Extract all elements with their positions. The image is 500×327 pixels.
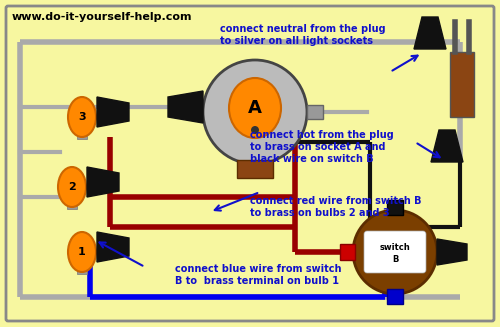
Polygon shape [431, 130, 463, 162]
Bar [67, 199, 77, 209]
Bar [237, 160, 273, 178]
Polygon shape [97, 97, 129, 127]
Polygon shape [97, 232, 129, 262]
Bar [77, 129, 87, 139]
Bar [340, 244, 355, 260]
Polygon shape [414, 17, 446, 49]
Bar [77, 264, 87, 274]
Text: connect hot from the plug
to brass on socket A and
black wire on switch B: connect hot from the plug to brass on so… [250, 130, 394, 164]
Polygon shape [168, 91, 203, 123]
FancyBboxPatch shape [364, 231, 426, 273]
Polygon shape [87, 167, 119, 197]
FancyBboxPatch shape [6, 6, 494, 321]
Ellipse shape [68, 232, 96, 272]
Bar [307, 105, 323, 119]
Bar [387, 200, 403, 215]
Ellipse shape [58, 167, 86, 207]
Text: connect neutral from the plug
to silver on all light sockets: connect neutral from the plug to silver … [220, 24, 386, 46]
Circle shape [203, 60, 307, 164]
Text: B: B [392, 254, 398, 264]
Text: switch: switch [380, 243, 410, 251]
Text: 2: 2 [68, 182, 76, 192]
Circle shape [251, 126, 259, 134]
Bar [450, 52, 474, 117]
Bar [387, 289, 403, 304]
Polygon shape [437, 239, 467, 265]
Text: 1: 1 [78, 247, 86, 257]
Text: connect red wire from switch B
to brass on bulbs 2 and 3: connect red wire from switch B to brass … [250, 196, 422, 218]
Circle shape [353, 210, 437, 294]
Text: connect blue wire from switch
B to  brass terminal on bulb 1: connect blue wire from switch B to brass… [175, 264, 342, 286]
Ellipse shape [68, 97, 96, 137]
Text: A: A [248, 99, 262, 117]
Ellipse shape [229, 78, 281, 138]
Text: 3: 3 [78, 112, 86, 122]
Text: www.do-it-yourself-help.com: www.do-it-yourself-help.com [12, 12, 192, 22]
